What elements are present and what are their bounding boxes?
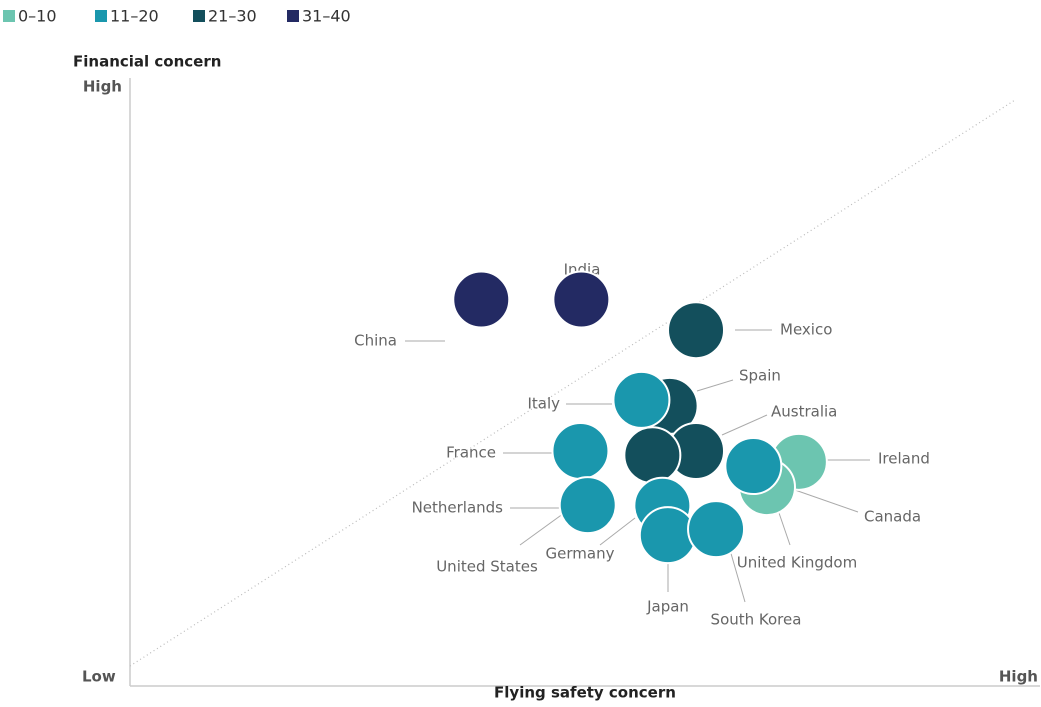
point-label: Ireland [878, 450, 930, 468]
diagonal [129, 99, 1016, 667]
legend-label: 31–40 [302, 7, 351, 26]
plot: Ireland Canada Mexico Spain Australia United … [354, 261, 930, 629]
legend-swatch [193, 10, 205, 22]
point [552, 270, 611, 329]
legend-label: 11–20 [110, 7, 159, 26]
leader-line [794, 489, 859, 513]
point-label: France [446, 444, 496, 462]
x-tick-label: Low [82, 668, 116, 686]
point [612, 370, 671, 429]
point-label: Germany [546, 545, 615, 563]
legend-label: 21–30 [208, 7, 257, 26]
point [687, 500, 746, 559]
point-label: United Kingdom [737, 554, 857, 572]
x-axis-title: Flying safety concern [494, 684, 676, 702]
point-label: United States [436, 558, 538, 576]
legend: 0–10 11–20 21–30 31–40 [3, 7, 351, 26]
leader-line [599, 517, 636, 546]
point [551, 422, 610, 481]
point [667, 301, 726, 360]
leader-line [721, 414, 768, 436]
leader-line [777, 509, 791, 546]
point [558, 476, 617, 535]
point-label: Spain [739, 367, 781, 385]
legend-swatch [95, 10, 107, 22]
y-tick-label: High [83, 78, 122, 96]
x-tick-label: High [999, 668, 1038, 686]
point [623, 426, 682, 485]
leader-line [729, 549, 746, 603]
point [638, 506, 697, 565]
point-label: Netherlands [412, 499, 504, 517]
y-axis-title: Financial concern [73, 53, 221, 71]
point-label: Australia [771, 403, 837, 421]
point-label: Japan [646, 598, 689, 616]
point-label: South Korea [711, 611, 802, 629]
point-label: China [354, 332, 397, 350]
point [452, 270, 511, 329]
legend-swatch [3, 10, 15, 22]
leader-line [696, 379, 734, 392]
point-label: Italy [527, 395, 560, 413]
point-label: Canada [864, 508, 921, 526]
point-label: Mexico [780, 321, 832, 339]
point [724, 437, 783, 496]
legend-swatch [287, 10, 299, 22]
legend-label: 0–10 [18, 7, 57, 26]
